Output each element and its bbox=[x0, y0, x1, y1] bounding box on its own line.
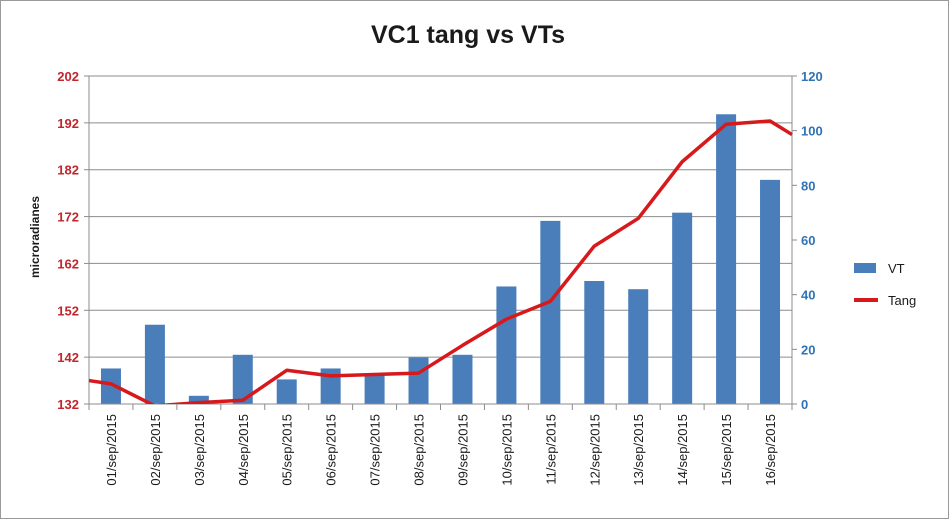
vt-bar bbox=[716, 114, 737, 405]
left-tick-label: 162 bbox=[57, 256, 79, 271]
x-axis-ticks: 01/sep/2015 02/sep/2015 03/sep/2015 04/sep/… bbox=[104, 414, 778, 486]
x-tick-label: 16/sep/2015 bbox=[763, 414, 778, 486]
left-tick-label: 182 bbox=[57, 163, 79, 178]
left-tick-label: 202 bbox=[57, 69, 79, 84]
left-axis-ticks: 132 142 152 162 172 182 192 202 bbox=[57, 69, 79, 412]
tang-line bbox=[88, 119, 793, 404]
x-tick-label: 05/sep/2015 bbox=[280, 414, 295, 486]
vt-bar bbox=[144, 324, 165, 404]
left-tick-label: 142 bbox=[57, 350, 79, 365]
vt-bar bbox=[408, 357, 429, 404]
legend-swatch-vt bbox=[854, 263, 876, 273]
x-tick-label: 06/sep/2015 bbox=[324, 414, 339, 486]
right-tick-label: 80 bbox=[801, 178, 815, 193]
left-tick-label: 152 bbox=[57, 303, 79, 318]
x-tick-label: 04/sep/2015 bbox=[236, 414, 251, 486]
x-tick-label: 02/sep/2015 bbox=[148, 414, 163, 486]
vt-bars bbox=[100, 114, 781, 405]
x-tick-label: 07/sep/2015 bbox=[368, 414, 383, 486]
x-tick-label: 10/sep/2015 bbox=[499, 414, 514, 486]
axes bbox=[84, 75, 797, 410]
vt-bar bbox=[364, 373, 385, 404]
vt-bar bbox=[540, 220, 561, 404]
vt-bar bbox=[188, 395, 209, 404]
right-tick-label: 0 bbox=[801, 397, 808, 412]
x-tick-label: 03/sep/2015 bbox=[192, 414, 207, 486]
legend: VT Tang bbox=[854, 261, 916, 308]
x-tick-label: 12/sep/2015 bbox=[587, 414, 602, 486]
left-tick-label: 192 bbox=[57, 116, 79, 131]
right-tick-label: 60 bbox=[801, 233, 815, 248]
x-tick-label: 09/sep/2015 bbox=[455, 414, 470, 486]
vt-bar bbox=[760, 179, 781, 404]
left-tick-label: 132 bbox=[57, 397, 79, 412]
right-axis-ticks: 0 20 40 60 80 100 120 bbox=[801, 69, 823, 412]
vt-bar bbox=[672, 212, 693, 404]
tang-line-layer bbox=[88, 119, 793, 404]
vt-bar bbox=[584, 281, 605, 404]
right-tick-label: 40 bbox=[801, 288, 815, 303]
x-tick-label: 11/sep/2015 bbox=[543, 414, 558, 485]
x-tick-label: 01/sep/2015 bbox=[104, 414, 119, 486]
vt-bar bbox=[628, 289, 649, 404]
vt-bar bbox=[496, 286, 517, 404]
x-tick-label: 08/sep/2015 bbox=[412, 414, 427, 486]
vt-bar bbox=[100, 368, 121, 404]
right-tick-label: 120 bbox=[801, 69, 823, 84]
right-tick-label: 100 bbox=[801, 124, 823, 139]
right-tick-label: 20 bbox=[801, 342, 815, 357]
x-tick-label: 15/sep/2015 bbox=[719, 414, 734, 486]
legend-label-tang: Tang bbox=[888, 293, 916, 308]
y-axis-label: microradianes bbox=[28, 196, 42, 278]
x-tick-label: 13/sep/2015 bbox=[631, 414, 646, 486]
vt-bar bbox=[452, 354, 473, 404]
left-tick-label: 172 bbox=[57, 210, 79, 225]
chart-title: VC1 tang vs VTs bbox=[371, 21, 565, 49]
x-tick-label: 14/sep/2015 bbox=[675, 414, 690, 486]
gridlines bbox=[89, 75, 792, 358]
vt-bar bbox=[232, 354, 253, 404]
vt-bar bbox=[276, 379, 297, 404]
legend-label-vt: VT bbox=[888, 261, 905, 276]
